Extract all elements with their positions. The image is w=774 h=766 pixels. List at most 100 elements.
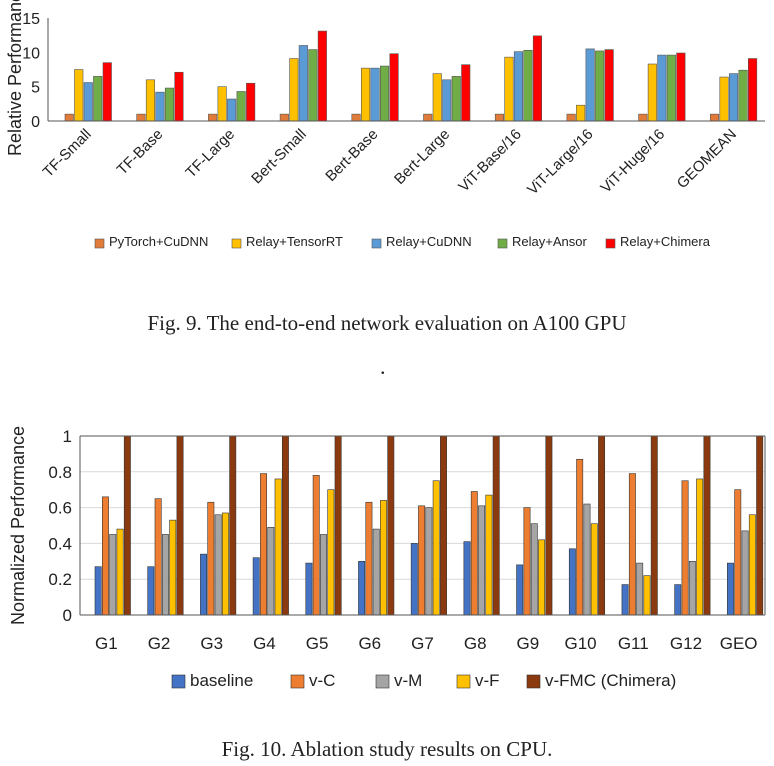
- fig9-x-tick-label: TF-Small: [40, 126, 95, 181]
- fig10-bar: [418, 505, 426, 616]
- fig10-bar: [410, 543, 418, 616]
- fig9-bar: [647, 63, 657, 122]
- fig10-x-tick-label: G5: [306, 634, 329, 653]
- fig10-bar: [432, 480, 440, 616]
- fig10-bar: [583, 503, 591, 616]
- fig10-x-tick-label: GEO: [720, 634, 758, 653]
- fig9-bar: [74, 69, 84, 122]
- fig10-bar: [116, 528, 124, 616]
- fig10-bar: [123, 435, 131, 616]
- fig10-bar: [734, 489, 742, 616]
- fig10-bar: [102, 496, 109, 616]
- fig9-y-tick-label: 15: [22, 11, 40, 28]
- fig10-bar: [320, 534, 327, 616]
- fig9-legend-swatch: [231, 238, 242, 249]
- fig10-bar: [109, 534, 117, 616]
- fig10-y-tick-label: 0.2: [48, 570, 72, 589]
- fig9-x-tick-label: TF-Base: [114, 126, 167, 179]
- fig10-bar: [636, 562, 644, 616]
- fig9-bar: [585, 48, 595, 122]
- fig9-y-axis-label: Relative Performance: [5, 0, 25, 156]
- fig9-bar: [442, 79, 452, 122]
- fig9-bar: [298, 45, 308, 122]
- fig9-bar: [236, 91, 246, 122]
- fig10-bar: [643, 575, 651, 616]
- fig9-bar: [289, 58, 299, 122]
- fig9-bar: [676, 52, 686, 122]
- fig10-y-tick-label: 0: [63, 606, 72, 625]
- fig10-legend-swatch: [290, 674, 305, 689]
- fig10-bar: [267, 526, 275, 616]
- fig9-bar: [513, 51, 524, 122]
- fig9-legend-label: Relay+TensorRT: [246, 234, 343, 249]
- fig9-y-tick-label: 10: [22, 45, 40, 62]
- fig10-bar: [590, 523, 598, 616]
- fig9-legend-label: Relay+CuDNN: [386, 234, 472, 249]
- fig10-legend-label: v-FMC (Chimera): [545, 671, 676, 690]
- fig9-bar: [657, 54, 667, 122]
- fig9-bar: [227, 98, 237, 122]
- fig10-bar: [703, 435, 711, 616]
- fig10-x-tick-label: G4: [253, 634, 276, 653]
- fig10-bar: [463, 541, 471, 616]
- fig10-bar: [252, 557, 260, 616]
- fig10-y-tick-label: 0.8: [48, 463, 72, 482]
- fig10-bar: [387, 435, 395, 616]
- fig9-bar: [638, 113, 648, 122]
- fig10-bar: [470, 491, 478, 616]
- fig10-bar: [154, 498, 162, 616]
- fig10-y-axis-label: Normalized Performance: [8, 426, 28, 625]
- fig10-legend-swatch: [375, 674, 390, 689]
- fig10-bar: [748, 514, 756, 616]
- fig9-bar: [728, 73, 739, 122]
- fig9-bar: [174, 71, 184, 122]
- fig9-bar: [709, 113, 720, 122]
- fig10-bar: [598, 435, 606, 616]
- fig9-bar: [451, 76, 461, 122]
- caption-dot: .: [380, 354, 386, 379]
- fig10-legend-swatch: [171, 674, 186, 689]
- fig10-bar: [741, 530, 749, 616]
- fig10-bar: [696, 478, 704, 616]
- fig10-bar: [674, 584, 682, 616]
- fig9-bar: [595, 50, 605, 122]
- fig10-bar: [200, 553, 207, 616]
- fig9-bar: [93, 76, 103, 122]
- fig10-bar: [214, 514, 222, 616]
- fig10-bar: [147, 566, 155, 616]
- fig9-bar: [461, 64, 471, 122]
- fig9-bar: [360, 67, 371, 122]
- fig9-bar: [747, 58, 758, 122]
- fig9-legend-label: PyTorch+CuDNN: [109, 234, 208, 249]
- chart-fig10: Normalized Performance 0 0.2 0.4 0.6 0.8 1 G1 G2…: [8, 426, 766, 690]
- fig9-bar: [208, 113, 218, 122]
- fig10-y-tick-label: 0.6: [48, 499, 72, 518]
- fig9-x-tick-label: GEOMEAN: [674, 126, 740, 192]
- fig10-bar: [478, 505, 486, 616]
- fig9-x-tick-label: ViT-Base/16: [455, 126, 525, 196]
- fig10-bar: [681, 480, 689, 616]
- fig9-x-tick-label: ViT-Large/16: [524, 126, 597, 199]
- fig9-bar: [64, 113, 74, 122]
- fig10-bar: [628, 473, 636, 616]
- fig9-bar: [576, 104, 586, 122]
- fig9-bar: [136, 113, 146, 122]
- fig10-bar: [358, 561, 366, 616]
- fig9-bar: [523, 49, 533, 122]
- fig10-x-tick-label: G3: [200, 634, 223, 653]
- fig9-bar: [432, 73, 442, 122]
- fig10-bar: [650, 435, 658, 616]
- fig9-y-tick-label: 0: [31, 114, 40, 131]
- fig10-x-tick-label: G9: [517, 634, 540, 653]
- fig10-bar: [576, 458, 584, 616]
- fig10-bar: [545, 435, 553, 616]
- fig9-bar: [164, 87, 174, 122]
- fig10-bar: [221, 512, 229, 616]
- fig10-bar: [176, 435, 184, 616]
- fig9-bar: [145, 79, 155, 122]
- fig9-bar: [317, 30, 327, 122]
- fig10-legend-swatch: [526, 674, 541, 689]
- fig9-bar: [370, 67, 380, 122]
- fig9-bar: [389, 53, 399, 122]
